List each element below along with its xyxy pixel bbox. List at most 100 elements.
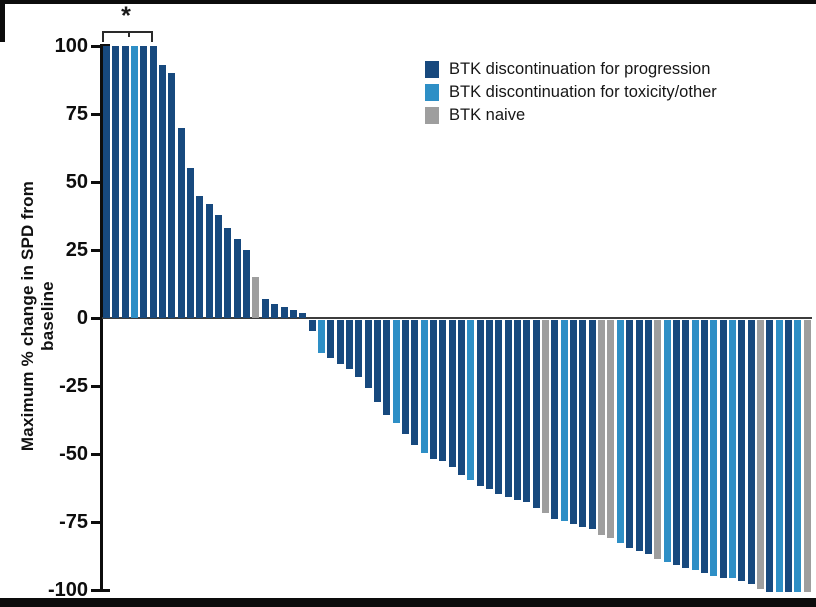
bar (626, 320, 634, 549)
bar (523, 320, 531, 503)
plot-area (102, 46, 812, 592)
bar (345, 320, 353, 369)
bar (682, 320, 690, 568)
y-tick-mark (91, 113, 100, 116)
bar (411, 320, 419, 446)
bar (794, 320, 802, 592)
legend-swatch-naive (425, 107, 439, 124)
bar (252, 277, 260, 318)
scan-border-top (0, 0, 816, 4)
significance-asterisk: * (121, 2, 131, 30)
y-tick-label: -100 (47, 579, 88, 601)
legend-item-toxicity: BTK discontinuation for toxicity/other (425, 81, 717, 104)
bar (570, 320, 578, 524)
bar (243, 250, 251, 318)
significance-bracket (102, 31, 153, 42)
bar (112, 46, 120, 318)
bar (177, 127, 185, 318)
y-tick-mark (91, 589, 100, 592)
legend-swatch-toxicity (425, 84, 439, 101)
y-tick-label: 50 (65, 171, 88, 193)
bar (159, 65, 167, 318)
y-axis-line (100, 44, 103, 592)
bar (747, 320, 755, 584)
bar (728, 320, 736, 579)
bar (458, 320, 465, 476)
bar (392, 320, 400, 424)
bar (187, 168, 195, 318)
legend-item-naive: BTK naive (425, 104, 717, 127)
legend: BTK discontinuation for progression BTK … (425, 58, 717, 127)
bar (355, 320, 363, 378)
bar (766, 320, 774, 592)
y-tick-label: -75 (59, 511, 88, 533)
bar (373, 320, 381, 402)
bar (579, 320, 587, 527)
bar (504, 320, 512, 497)
y-tick-mark (91, 45, 100, 48)
y-axis-bottom-tick (103, 589, 110, 592)
y-tick-label: 25 (65, 239, 88, 261)
bar (215, 214, 223, 318)
bar (514, 320, 522, 500)
bar (607, 320, 615, 538)
bar (261, 298, 269, 318)
y-tick-mark (91, 181, 100, 184)
bar (429, 320, 437, 459)
bar (495, 320, 503, 495)
bar (233, 239, 241, 318)
bar (103, 46, 110, 318)
bar (196, 195, 204, 318)
bar (299, 312, 307, 318)
y-tick-label: -50 (59, 443, 88, 465)
legend-swatch-progression (425, 61, 439, 78)
bar (803, 320, 811, 592)
bar (364, 320, 372, 388)
bar (205, 203, 213, 318)
y-tick-label: 0 (76, 307, 88, 329)
bar (401, 320, 409, 435)
bar (532, 320, 540, 508)
bar (327, 320, 335, 359)
bar (719, 320, 727, 579)
bar (383, 320, 391, 416)
bar (149, 46, 157, 318)
y-tick-label: 100 (54, 35, 88, 57)
zero-baseline (102, 317, 812, 319)
bar (131, 46, 139, 318)
y-axis-top-tick (103, 44, 110, 47)
bar (644, 320, 652, 554)
bar (710, 320, 718, 576)
bar (486, 320, 494, 489)
bar (598, 320, 606, 535)
bar (542, 320, 550, 514)
bar (448, 320, 456, 467)
legend-label-naive: BTK naive (449, 106, 526, 124)
y-tick-label: 75 (65, 103, 88, 125)
y-tick-mark (91, 317, 100, 320)
bar (738, 320, 746, 582)
bar (616, 320, 624, 544)
bar (691, 320, 699, 571)
bar (420, 320, 428, 454)
bar (336, 320, 344, 364)
bar (560, 320, 568, 522)
bar (654, 320, 662, 560)
bar (121, 46, 129, 318)
bar (140, 46, 148, 318)
significance-bracket-tick (127, 31, 130, 37)
y-tick-mark (91, 249, 100, 252)
scan-border-left (0, 0, 5, 42)
bar (280, 307, 288, 318)
bar (551, 320, 559, 519)
legend-label-toxicity: BTK discontinuation for toxicity/other (449, 83, 717, 101)
bar (663, 320, 671, 563)
bar (168, 73, 176, 318)
bar (476, 320, 484, 486)
bar (271, 304, 279, 318)
bar (308, 320, 316, 331)
bar (635, 320, 643, 552)
bar (700, 320, 708, 573)
y-tick-mark (91, 453, 100, 456)
